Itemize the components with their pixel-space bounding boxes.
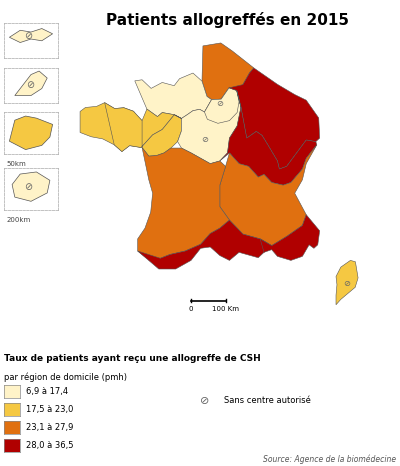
Text: 17,5 à 23,0: 17,5 à 23,0 (26, 405, 73, 414)
Text: ⊘: ⊘ (26, 81, 34, 90)
Text: Patients allogreffés en 2015: Patients allogreffés en 2015 (106, 12, 350, 27)
Polygon shape (220, 90, 317, 185)
Text: 100 Km: 100 Km (212, 306, 239, 312)
Text: Taux de patients ayant reçu une allogreffe de CSH: Taux de patients ayant reçu une allogref… (4, 354, 261, 363)
Text: ⊘: ⊘ (201, 135, 208, 144)
Text: ⊘: ⊘ (343, 279, 350, 288)
Polygon shape (220, 145, 317, 246)
Text: 6,9 à 17,4: 6,9 à 17,4 (26, 387, 68, 397)
Text: ⊘: ⊘ (24, 182, 32, 192)
Polygon shape (10, 28, 53, 42)
Text: 0: 0 (189, 306, 193, 312)
Text: ⊘: ⊘ (200, 396, 209, 406)
Polygon shape (138, 220, 272, 269)
Polygon shape (204, 88, 239, 123)
Text: ⊘: ⊘ (24, 31, 33, 41)
Polygon shape (105, 103, 182, 156)
Text: 23,1 à 27,9: 23,1 à 27,9 (26, 423, 73, 432)
Polygon shape (138, 148, 230, 258)
Text: ⊘: ⊘ (216, 99, 223, 108)
Text: par région de domicile (pmh): par région de domicile (pmh) (4, 373, 127, 382)
Text: Source: Agence de la biomédecine: Source: Agence de la biomédecine (263, 454, 396, 464)
Polygon shape (80, 103, 174, 151)
Text: 50km: 50km (7, 161, 26, 167)
Text: 28,0 à 36,5: 28,0 à 36,5 (26, 440, 74, 450)
Text: 200km: 200km (7, 217, 31, 223)
Polygon shape (15, 71, 47, 96)
Polygon shape (12, 172, 50, 201)
Polygon shape (10, 116, 53, 150)
Polygon shape (135, 73, 212, 118)
Polygon shape (260, 215, 320, 260)
Polygon shape (336, 260, 358, 305)
Polygon shape (174, 88, 241, 164)
Polygon shape (202, 43, 254, 100)
Polygon shape (229, 68, 320, 169)
Text: Sans centre autorisé: Sans centre autorisé (224, 396, 311, 405)
